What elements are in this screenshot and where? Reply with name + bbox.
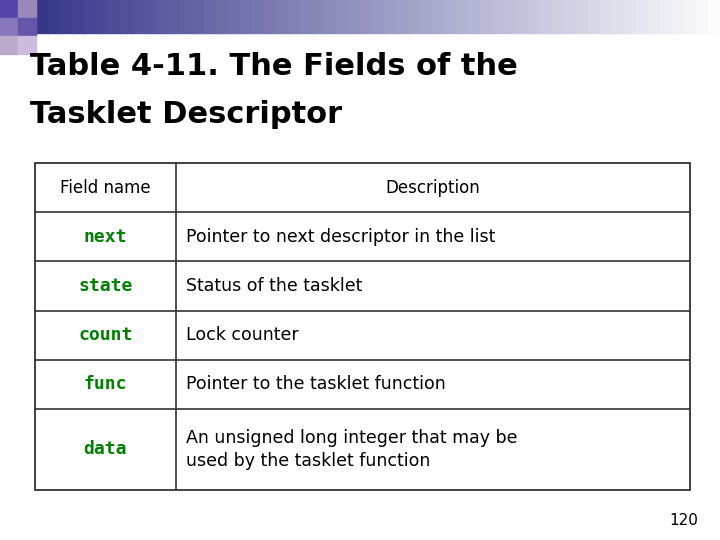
Bar	[552, 0, 564, 33]
Text: Lock counter: Lock counter	[186, 326, 299, 344]
Text: An unsigned long integer that may be
used by the tasklet function: An unsigned long integer that may be use…	[186, 429, 518, 470]
Bar	[348, 0, 361, 33]
Bar	[588, 0, 600, 33]
Text: next: next	[84, 228, 127, 246]
Bar	[252, 0, 264, 33]
Bar	[504, 0, 516, 33]
Bar	[60, 0, 73, 33]
Bar	[600, 0, 613, 33]
Bar	[192, 0, 204, 33]
Bar	[0, 18, 18, 36]
Text: func: func	[84, 375, 127, 393]
Text: Table 4-11. The Fields of the: Table 4-11. The Fields of the	[30, 52, 518, 81]
Bar	[444, 0, 456, 33]
Text: count: count	[78, 326, 132, 344]
Text: Pointer to the tasklet function: Pointer to the tasklet function	[186, 375, 446, 393]
Bar	[564, 0, 577, 33]
Bar	[228, 0, 240, 33]
Bar	[108, 0, 120, 33]
Bar	[324, 0, 336, 33]
Bar	[408, 0, 420, 33]
Bar	[36, 0, 48, 33]
Bar	[648, 0, 660, 33]
Bar	[432, 0, 444, 33]
Bar	[0, 0, 18, 18]
Text: Field name: Field name	[60, 179, 150, 197]
Text: Status of the tasklet: Status of the tasklet	[186, 277, 362, 295]
Bar	[360, 0, 372, 33]
Text: 120: 120	[669, 513, 698, 528]
Bar	[540, 0, 552, 33]
Bar	[18, 18, 36, 36]
Text: Tasklet Descriptor: Tasklet Descriptor	[30, 100, 342, 129]
Text: Pointer to next descriptor in the list: Pointer to next descriptor in the list	[186, 228, 495, 246]
Bar	[48, 0, 60, 33]
Bar	[696, 0, 708, 33]
Bar	[24, 0, 37, 33]
Bar	[120, 0, 132, 33]
Bar	[0, 36, 18, 54]
Bar	[276, 0, 289, 33]
Bar	[18, 0, 36, 18]
Bar	[35, 163, 690, 490]
Bar	[708, 0, 720, 33]
Bar	[516, 0, 528, 33]
Bar	[288, 0, 300, 33]
Bar	[624, 0, 636, 33]
Bar	[336, 0, 348, 33]
Text: data: data	[84, 441, 127, 458]
Text: Description: Description	[385, 179, 480, 197]
Bar	[72, 0, 84, 33]
Bar	[96, 0, 109, 33]
Text: state: state	[78, 277, 132, 295]
Bar	[216, 0, 228, 33]
Bar	[672, 0, 685, 33]
Bar	[300, 0, 312, 33]
Bar	[480, 0, 492, 33]
Bar	[168, 0, 181, 33]
Bar	[156, 0, 168, 33]
Bar	[528, 0, 541, 33]
Bar	[312, 0, 325, 33]
Bar	[240, 0, 253, 33]
Bar	[396, 0, 408, 33]
Bar	[468, 0, 480, 33]
Bar	[372, 0, 384, 33]
Bar	[612, 0, 624, 33]
Bar	[384, 0, 397, 33]
Bar	[84, 0, 96, 33]
Bar	[0, 0, 12, 33]
Bar	[180, 0, 192, 33]
Bar	[576, 0, 588, 33]
Bar	[132, 0, 145, 33]
Bar	[204, 0, 217, 33]
Bar	[18, 36, 36, 54]
Bar	[456, 0, 469, 33]
Bar	[420, 0, 433, 33]
Bar	[660, 0, 672, 33]
Bar	[12, 0, 24, 33]
Bar	[636, 0, 649, 33]
Bar	[144, 0, 156, 33]
Bar	[684, 0, 696, 33]
Bar	[492, 0, 505, 33]
Bar	[264, 0, 276, 33]
